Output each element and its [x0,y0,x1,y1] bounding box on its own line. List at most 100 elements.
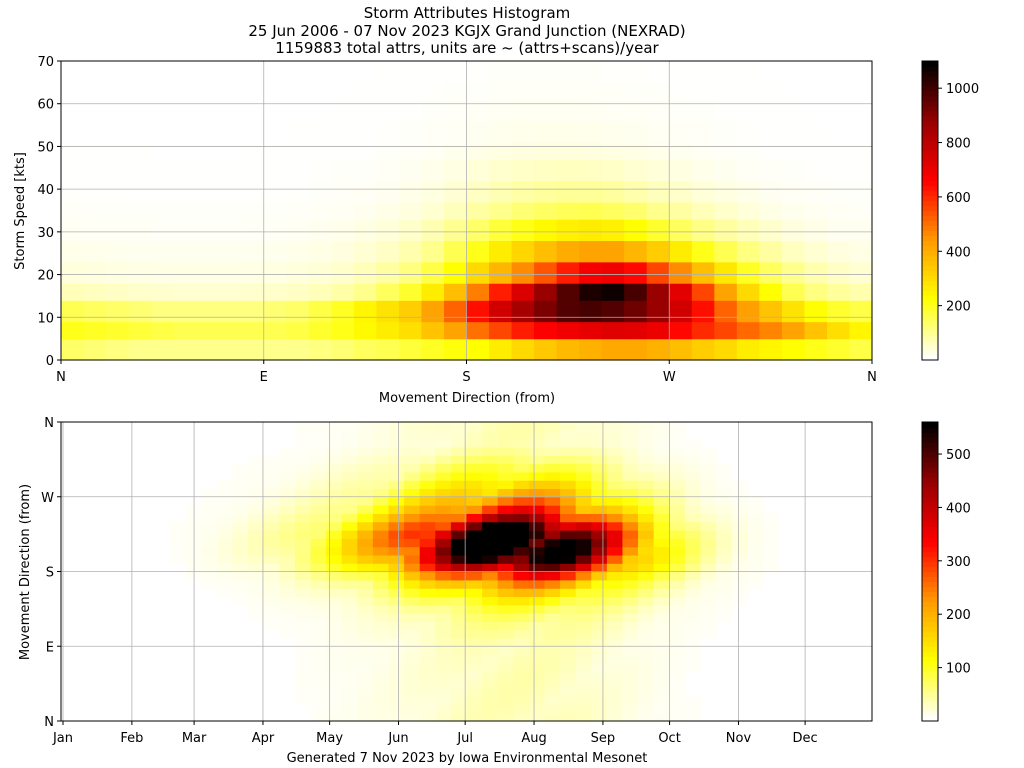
heatmap-cell [388,546,405,556]
heatmap-cell [591,579,608,589]
heatmap-cell [560,538,577,548]
heatmap-cell [450,571,468,581]
heatmap-cell [731,588,748,598]
heatmap-cell [263,563,280,573]
heatmap-cell [646,142,670,160]
heatmap-cell [556,338,580,361]
heatmap-cell [404,704,421,714]
heatmap-cell [684,596,702,606]
heatmap-cell [560,463,577,473]
heatmap-cell [357,455,374,465]
colorbar-segment [922,646,938,652]
heatmap-cell [606,679,624,689]
heatmap-cell [466,671,483,681]
heatmap-cell [450,637,468,647]
heatmap-cell [736,120,760,143]
heatmap-cell [232,480,249,490]
heatmap-cell [263,621,280,631]
heatmap-cell [357,629,374,639]
heatmap-cell [575,488,592,498]
heatmap-cell [248,521,265,531]
heatmap-cell [294,471,312,481]
heatmap-cell [388,422,405,431]
x-tick-label: Jan [52,731,73,746]
heatmap-cell [591,646,608,656]
heatmap-cell [497,496,514,506]
heatmap-cell [700,521,717,531]
heatmap-cell [736,201,760,220]
heatmap-cell [804,321,828,340]
heatmap-cell [482,446,499,456]
heatmap-cell [669,563,686,573]
heatmap-cell [684,471,702,481]
colorbar-segment [922,260,938,266]
heatmap-cell [241,219,265,241]
heatmap-cell [528,471,546,481]
heatmap-cell [341,513,358,523]
heatmap-cell [528,488,546,498]
heatmap-cell [263,240,287,263]
heatmap-cell [591,621,608,631]
heatmap-cell [294,621,312,631]
heatmap-cell [653,596,670,606]
colorbar-segment [922,61,938,67]
heatmap-cell [591,422,608,431]
heatmap-cell [372,529,390,539]
heatmap-cell [804,240,828,263]
heatmap-cell [653,621,670,631]
heatmap-cell [560,488,577,498]
heatmap-cell [466,283,490,301]
heatmap-cell [638,671,655,681]
heatmap-cell [341,446,358,456]
heatmap-cell [513,637,530,647]
x-tick-label: E [260,370,268,385]
heatmap-cell [248,554,265,564]
heatmap-cell [341,629,358,639]
heatmap-cell [560,529,577,539]
heatmap-cell [443,240,468,263]
heatmap-cell [331,300,355,323]
heatmap-cell [700,621,717,631]
heatmap-cell [624,338,648,361]
heatmap-cell [513,446,530,456]
heatmap-cell [435,687,452,697]
heatmap-cell [218,300,242,323]
heatmap-cell [310,446,327,456]
heatmap-cell [544,571,561,581]
heatmap-cell [466,538,483,548]
heatmap-cell [450,480,468,490]
colorbar-segment [922,556,938,563]
heatmap-cell [294,446,312,456]
heatmap-cell [653,422,670,431]
heatmap-cell [482,463,499,473]
heatmap-cell [622,629,639,639]
heatmap-cell [372,671,390,681]
heatmap-cell [556,120,580,143]
heatmap-cell [528,646,546,656]
heatmap-cell [376,283,400,301]
colorbar-segment [922,476,938,483]
heatmap-cell [310,696,327,705]
heatmap-cell [716,588,733,598]
heatmap-cell [466,463,483,473]
heatmap-cell [579,142,603,160]
heatmap-cell [294,513,312,523]
heatmap-cell [388,613,405,622]
heatmap-cell [513,604,530,614]
heatmap-cell [482,513,499,523]
colorbar-segment [922,210,938,217]
colorbar-tick-label: 100 [946,662,971,677]
heatmap-cell [294,488,312,498]
heatmap-cell [575,613,592,622]
heatmap-cell [560,554,577,564]
heatmap-cell [638,696,655,705]
heatmap-cell [404,438,421,448]
heatmap-cell [404,430,421,440]
heatmap-cell [435,480,452,490]
heatmap-cell [653,546,670,556]
heatmap-cell [353,219,377,241]
heatmap-cell [534,219,558,241]
heatmap-cell [669,637,686,647]
heatmap-cell [376,82,400,101]
